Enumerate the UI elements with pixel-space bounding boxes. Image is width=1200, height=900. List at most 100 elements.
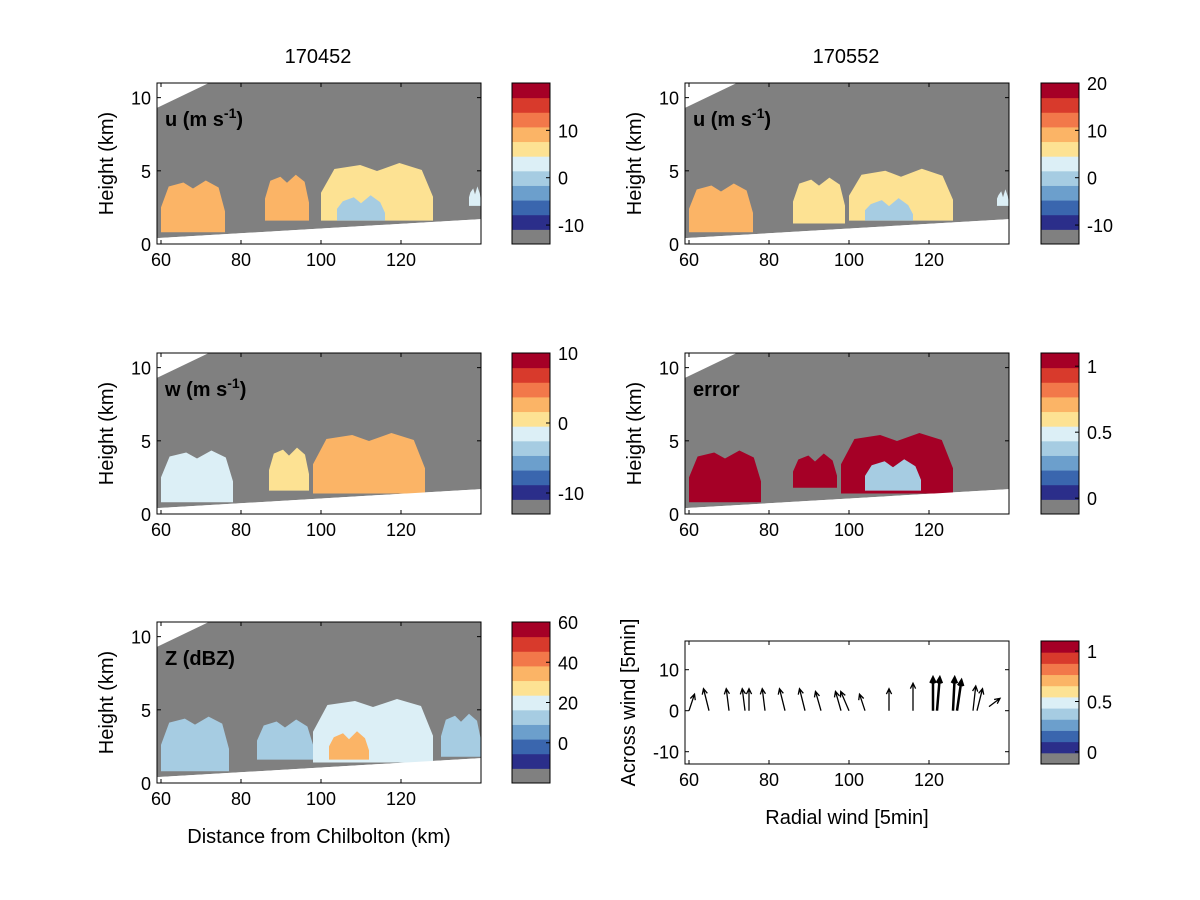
wind-vector [839, 690, 850, 711]
x-tick-label: 100 [834, 250, 864, 270]
colorbar-bin [1041, 440, 1079, 456]
x-tick-label: 100 [306, 789, 336, 809]
x-tick-label: 100 [306, 520, 336, 540]
wind-vector [797, 687, 806, 711]
echo-region [469, 186, 481, 206]
colorbar-tick-label: -10 [558, 216, 584, 236]
colorbar-tick-label: 0 [1087, 169, 1097, 189]
echo-region [997, 189, 1009, 206]
field-label-exponent: -1 [224, 105, 237, 121]
x-axis-label: Radial wind [5min] [765, 807, 928, 829]
echo-region [441, 713, 481, 757]
echo-region [257, 719, 313, 760]
field-label-text: w (m s [164, 379, 227, 401]
colorbar-tick-label: 1 [1087, 357, 1097, 377]
colorbar-bin [512, 636, 550, 652]
colorbar-tick-label: 10 [558, 121, 578, 141]
below-beam-region [685, 219, 1009, 244]
colorbar-bin [1041, 484, 1079, 500]
field-label-text: Z (dBZ) [165, 648, 235, 670]
colorbar-tick-label: 60 [558, 613, 578, 633]
x-tick-label: 80 [231, 520, 251, 540]
colorbar: -10 0 10 [511, 82, 584, 245]
wind-vector [858, 692, 866, 711]
colorbar-bin [1041, 200, 1079, 216]
wind-vector [833, 690, 842, 711]
field-label-exponent: -1 [227, 375, 240, 391]
colorbar-tick-label: 10 [558, 344, 578, 364]
colorbar-bin [1041, 741, 1079, 754]
colorbar-bin [1041, 382, 1079, 398]
colorbar-bin [512, 470, 550, 486]
y-axis-label: Height (km) [96, 382, 118, 485]
echo-region [793, 453, 837, 488]
y-tick-label: 10 [659, 89, 679, 109]
colorbar-tick-label: 10 [1087, 121, 1107, 141]
axes-frame [684, 352, 1010, 515]
y-tick-label: 0 [141, 774, 151, 794]
panel-w-170452: w (m s-1) 60 80 100 120 0 5 10 Height (km) -10 0 10 [96, 344, 584, 540]
x-tick-label: 80 [231, 789, 251, 809]
wind-vector [688, 692, 696, 711]
y-tick-label: 10 [659, 359, 679, 379]
colorbar-bin [512, 753, 550, 769]
wind-vector [955, 677, 965, 711]
x-tick-label: 100 [834, 770, 864, 790]
y-tick-label: 10 [131, 359, 151, 379]
y-axis-label: Height (km) [96, 112, 118, 215]
y-tick-label: 0 [141, 505, 151, 525]
colorbar-tick-label: 0.5 [1087, 692, 1112, 712]
wind-vector [745, 687, 753, 711]
colorbar-frame [1040, 640, 1080, 765]
colorbar-bin [512, 367, 550, 383]
colorbar-bin [512, 112, 550, 128]
y-axis-label: Across wind [5min] [618, 619, 640, 787]
y-tick-label: 0 [669, 505, 679, 525]
below-beam-region [157, 219, 481, 244]
panel-u-170452: u (m s-1) 60 80 100 120 0 5 10 Height (km) -10 0 10 [96, 82, 584, 270]
wind-vector [935, 674, 944, 711]
colorbar-bin [1041, 719, 1079, 731]
field-label: u (m s-1) [165, 105, 243, 131]
x-tick-label: 60 [679, 250, 699, 270]
field-label-text: error [693, 379, 740, 401]
colorbar-frame [511, 82, 551, 245]
y-axis-label: Height (km) [624, 382, 646, 485]
colorbar-tick-label: 0.5 [1087, 423, 1112, 443]
colorbar-bin [1041, 696, 1079, 709]
x-tick-label: 100 [834, 520, 864, 540]
colorbar-bin [512, 411, 550, 427]
y-axis-label: Height (km) [96, 651, 118, 754]
colorbar-bin [512, 214, 550, 230]
x-tick-label: 80 [231, 250, 251, 270]
colorbar-bin [512, 396, 550, 413]
colorbar-bin [1041, 652, 1079, 664]
colorbar-bin [1041, 730, 1079, 743]
colorbar-bin [512, 651, 550, 667]
x-tick-label: 60 [679, 520, 699, 540]
field-label-text: u (m s [693, 109, 752, 131]
colorbar-tick-label: 40 [558, 653, 578, 673]
colorbar-bin [512, 156, 550, 172]
colorbar-bin [1041, 185, 1079, 201]
colorbar-tick-label: 0 [1087, 743, 1097, 763]
panel-u-170552: u (m s-1) 60 80 100 120 0 5 10 Height (km) -10 0 10… [624, 74, 1113, 270]
below-beam-region [685, 489, 1009, 514]
colorbar-bin [1041, 112, 1079, 128]
colorbar-bin [512, 440, 550, 456]
x-tick-label: 60 [679, 770, 699, 790]
field-label: w (m s-1) [164, 375, 246, 401]
colorbar-bin [1041, 455, 1079, 471]
y-tick-label: 5 [669, 432, 679, 452]
colorbar-bin [512, 426, 550, 442]
echo-region [793, 177, 845, 224]
axes-frame [156, 352, 482, 515]
field-label-exponent: -1 [752, 105, 765, 121]
colorbar-tick-label: 20 [1087, 74, 1107, 94]
colorbar-bin [512, 665, 550, 682]
field-label: Z (dBZ) [165, 648, 235, 670]
axes-frame [684, 640, 1010, 765]
colorbar-bin [512, 200, 550, 216]
